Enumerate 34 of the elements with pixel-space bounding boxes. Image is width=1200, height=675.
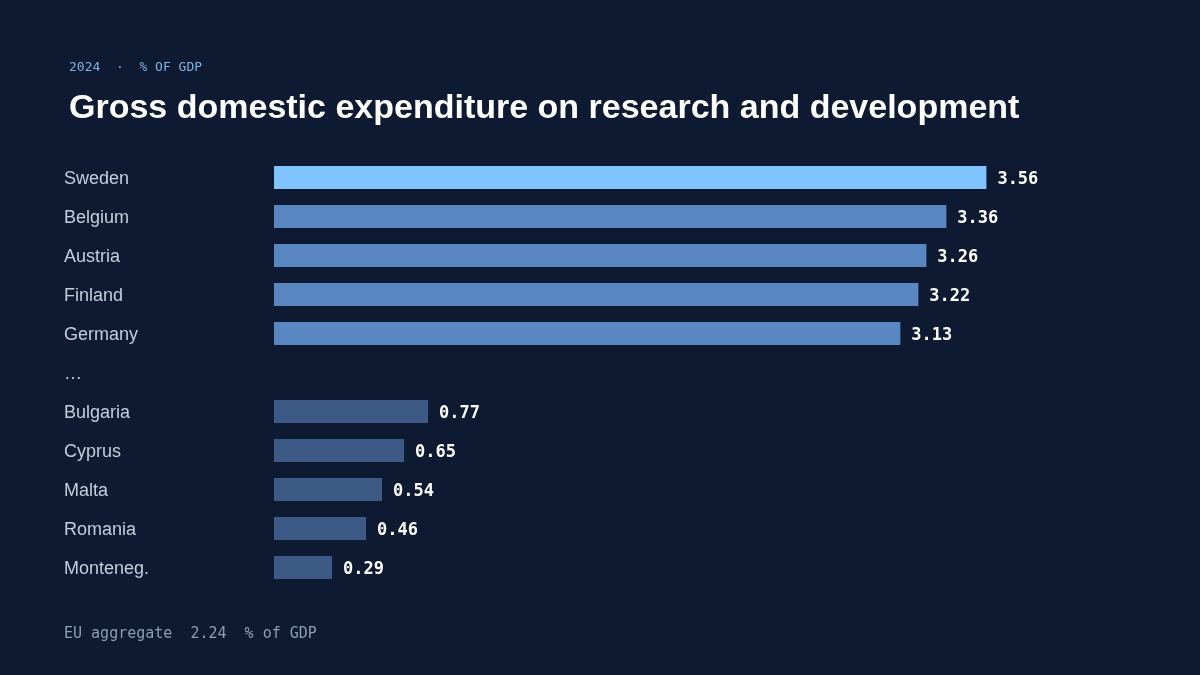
chart-title: Gross domestic expenditure on research and development (69, 87, 1020, 125)
bar (274, 322, 901, 345)
bar (274, 400, 429, 423)
data-label: 0.46 (377, 518, 418, 539)
data-label: 3.56 (997, 167, 1039, 188)
data-label: 3.22 (929, 284, 971, 305)
y-tick-label: Cyprus (64, 440, 122, 461)
bar (274, 517, 367, 540)
bar (274, 166, 987, 189)
text: 2024 · % OF GDP (69, 59, 203, 74)
y-tick-label: Romania (64, 518, 138, 539)
bar (274, 244, 927, 267)
y-tick-label: Austria (64, 245, 122, 266)
y-tick-label: Finland (64, 284, 124, 305)
y-tick-label: … (64, 362, 82, 383)
bar (274, 439, 405, 462)
y-tick-label: Monteneg. (64, 557, 150, 578)
data-label: 0.29 (343, 557, 384, 578)
data-label: 3.36 (957, 206, 999, 227)
data-label: 0.54 (393, 479, 435, 500)
bar (274, 478, 383, 501)
bar (274, 283, 919, 306)
y-tick-label: Belgium (64, 206, 130, 227)
data-label: 3.13 (911, 323, 953, 344)
bar (274, 556, 333, 579)
y-tick-label: Bulgaria (64, 401, 132, 422)
data-label: 0.65 (415, 440, 457, 461)
y-tick-label: Malta (64, 479, 109, 500)
data-label: 0.77 (439, 401, 481, 422)
bar (274, 205, 947, 228)
data-label: 3.26 (937, 245, 979, 266)
y-tick-label: Sweden (64, 167, 130, 188)
y-tick-label: Germany (64, 323, 139, 344)
text: EU aggregate 2.24 % of GDP (64, 623, 317, 642)
